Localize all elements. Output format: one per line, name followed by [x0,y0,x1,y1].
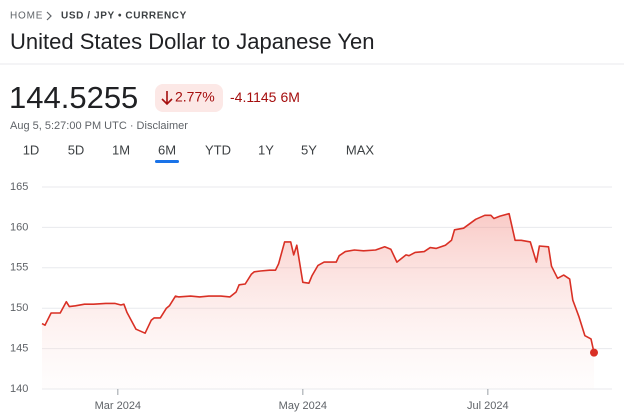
price-line [41,212,595,353]
y-tick-label: 165 [10,181,28,193]
range-tab[interactable]: 1Y [258,142,274,157]
range-tab[interactable]: 1M [112,142,130,157]
range-tab[interactable]: 5D [68,142,85,157]
y-tick-label: 155 [10,262,28,274]
x-tick-label: Jul 2024 [467,400,509,412]
range-tab[interactable]: MAX [346,142,375,157]
area-fill [42,213,594,389]
price: 144.5255 [9,80,138,115]
range-tab[interactable]: 1D [23,142,40,157]
down-arrow [161,91,173,106]
breadcrumb-pair: USD / JPY • CURRENCY [61,11,187,22]
breadcrumb-home[interactable]: HOME [10,11,43,22]
period: 6M [280,89,299,105]
last-point [590,348,598,357]
range-tab[interactable]: YTD [205,142,231,157]
range-tab[interactable]: 5Y [301,142,317,157]
chart: 140 145 150 155 160 165 Mar 2024 May 2024 Jul 20… [10,181,612,412]
y-tick-label: 160 [10,221,28,233]
change-badge [155,84,223,112]
x-tick-label: Mar 2024 [95,400,141,412]
x-tick-label: May 2024 [279,400,327,412]
timestamp: Aug 5, 5:27:00 PM UTC · Disclaimer [10,120,188,132]
page-title: United States Dollar to Japanese Yen [10,29,374,54]
y-tick-label: 140 [10,383,28,395]
y-tick-label: 145 [10,343,28,355]
range-tab[interactable]: 6M [158,142,176,157]
change-text: -4.1145 6M [230,89,300,105]
change: -4.1145 [230,89,277,105]
y-tick-label: 150 [10,302,28,314]
breadcrumb-chevron [46,11,52,21]
change-percent: 2.77% [175,89,215,105]
active-tab-underline [154,160,180,163]
range-tabs: 1D 5D 1M 6M YTD 1Y 5Y MAX [23,142,375,163]
